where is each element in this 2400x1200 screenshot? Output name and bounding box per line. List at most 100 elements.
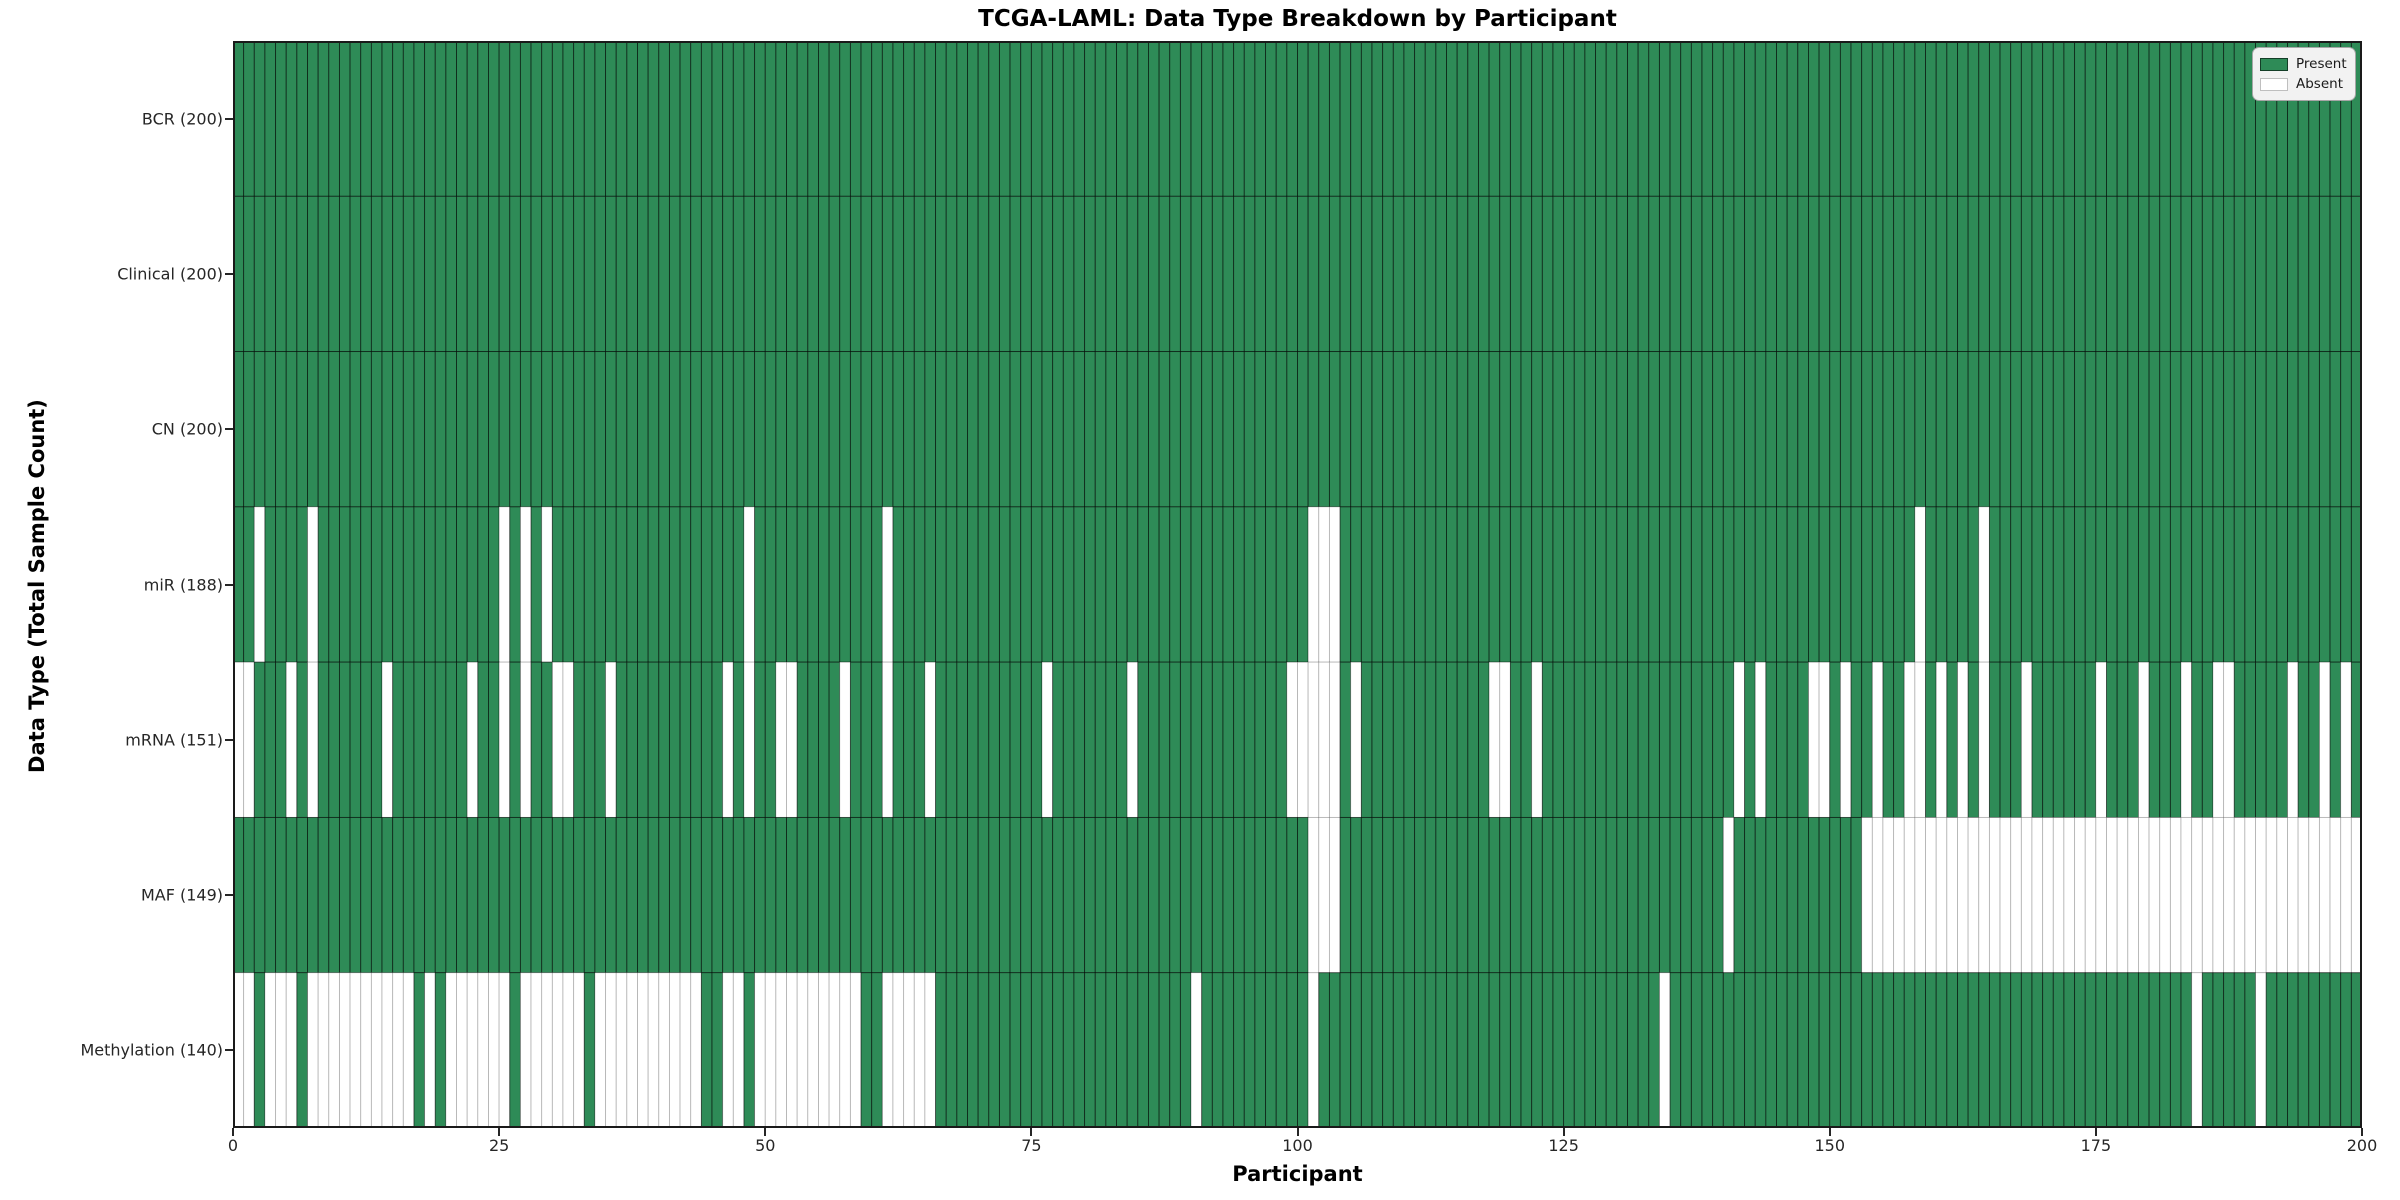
cell xyxy=(1137,816,1149,974)
cell xyxy=(754,661,766,818)
cell xyxy=(722,41,734,197)
cell xyxy=(2084,972,2097,1128)
cell xyxy=(1701,351,1714,508)
cell xyxy=(1520,195,1533,353)
cell xyxy=(871,816,883,974)
cell xyxy=(498,661,511,818)
xtick-label-25: 25 xyxy=(488,1136,510,1155)
cell xyxy=(828,351,841,508)
cell xyxy=(754,195,766,353)
cell xyxy=(1030,972,1043,1128)
cell xyxy=(1850,506,1863,663)
cell xyxy=(615,195,628,353)
cell xyxy=(307,816,319,974)
cell xyxy=(1637,351,1650,508)
cell xyxy=(2212,41,2225,197)
cell xyxy=(1233,816,1245,974)
cell xyxy=(1637,506,1650,663)
cell xyxy=(924,972,937,1128)
cell xyxy=(1637,972,1650,1128)
xtick-label-0: 0 xyxy=(227,1136,239,1155)
cell xyxy=(424,195,436,353)
cell xyxy=(2095,661,2107,818)
cell xyxy=(1456,816,1469,974)
cell xyxy=(1222,41,1235,197)
cell xyxy=(1658,351,1671,508)
cell xyxy=(967,506,979,663)
cell xyxy=(2063,972,2076,1128)
cell xyxy=(1509,506,1522,663)
cell xyxy=(1722,351,1735,508)
cell xyxy=(392,506,404,663)
cell xyxy=(1733,41,1746,197)
cell xyxy=(2042,41,2054,197)
cell xyxy=(2052,195,2065,353)
cell xyxy=(807,351,819,508)
cell xyxy=(328,41,340,197)
cell xyxy=(1829,506,1841,663)
cell xyxy=(1424,506,1437,663)
cell xyxy=(445,972,457,1128)
cell xyxy=(1669,195,1682,353)
cell xyxy=(1669,661,1682,818)
cell xyxy=(2180,816,2193,974)
cell xyxy=(1446,351,1458,508)
cell xyxy=(1520,41,1533,197)
cell xyxy=(1105,506,1117,663)
cell xyxy=(573,661,585,818)
cell xyxy=(466,506,479,663)
cell xyxy=(1414,506,1426,663)
cell xyxy=(1616,661,1628,818)
ytick-label-CN: CN (200) xyxy=(151,419,223,439)
cell xyxy=(2052,661,2065,818)
cell xyxy=(1297,195,1309,353)
cell xyxy=(1062,195,1075,353)
cell xyxy=(402,816,415,974)
cell xyxy=(424,351,436,508)
cell xyxy=(732,661,745,818)
cell xyxy=(1105,41,1117,197)
cell xyxy=(1722,661,1735,818)
cell xyxy=(1627,41,1639,197)
cell xyxy=(1211,41,1224,197)
cell xyxy=(1627,195,1639,353)
cell xyxy=(1690,661,1703,818)
cell xyxy=(1339,41,1352,197)
cell xyxy=(775,816,787,974)
cell xyxy=(1882,816,1895,974)
cell xyxy=(1211,195,1224,353)
cell xyxy=(626,972,638,1128)
cell xyxy=(1286,661,1298,818)
cell xyxy=(1424,661,1437,818)
ytick-mark xyxy=(225,1049,233,1052)
cell xyxy=(243,41,255,197)
cell xyxy=(338,661,351,818)
cell xyxy=(626,351,638,508)
cell xyxy=(1988,351,2001,508)
cell xyxy=(317,195,330,353)
cell xyxy=(1488,972,1501,1128)
cell xyxy=(1957,972,1969,1128)
cell xyxy=(988,41,1000,197)
cell xyxy=(1371,972,1384,1128)
cell xyxy=(1030,816,1043,974)
cell xyxy=(2212,661,2225,818)
cell xyxy=(1520,661,1533,818)
xtick-mark xyxy=(764,1128,767,1136)
cell xyxy=(1797,506,1809,663)
cell xyxy=(2106,972,2118,1128)
cell xyxy=(434,816,447,974)
cell xyxy=(818,351,830,508)
cell xyxy=(2116,195,2129,353)
cell xyxy=(945,195,958,353)
cell xyxy=(818,506,830,663)
cell xyxy=(1967,41,1980,197)
cell xyxy=(2212,195,2225,353)
cell xyxy=(1903,195,1916,353)
cell xyxy=(338,972,351,1128)
cell xyxy=(1137,41,1149,197)
cell xyxy=(1680,816,1692,974)
cell xyxy=(1861,41,1873,197)
cell xyxy=(1467,816,1479,974)
cell xyxy=(1009,195,1022,353)
